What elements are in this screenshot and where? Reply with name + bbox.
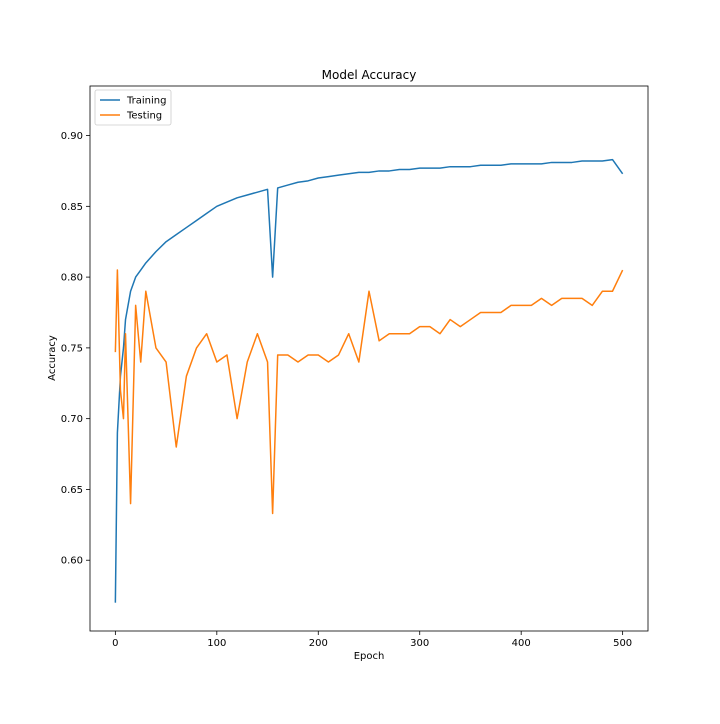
x-tick-label: 300 [410,638,429,649]
y-tick-label: 0.60 [61,556,83,567]
x-tick-label: 200 [309,638,328,649]
x-tick-label: 100 [207,638,226,649]
y-tick-label: 0.90 [61,131,83,142]
y-tick-label: 0.70 [61,414,83,425]
y-tick-label: 0.85 [61,202,83,213]
legend-label-training: Training [126,96,166,107]
y-tick-label: 0.65 [61,485,83,496]
legend: Training Testing [95,90,171,125]
x-tick-label: 0 [112,638,118,649]
y-tick-label: 0.75 [61,343,83,354]
x-tick-label: 500 [613,638,632,649]
x-tick-label: 400 [512,638,531,649]
y-axis-label: Accuracy [47,335,58,381]
chart-title: Model Accuracy [322,68,417,82]
legend-label-testing: Testing [126,111,162,122]
x-axis-label: Epoch [354,651,385,662]
y-tick-label: 0.80 [61,273,83,284]
